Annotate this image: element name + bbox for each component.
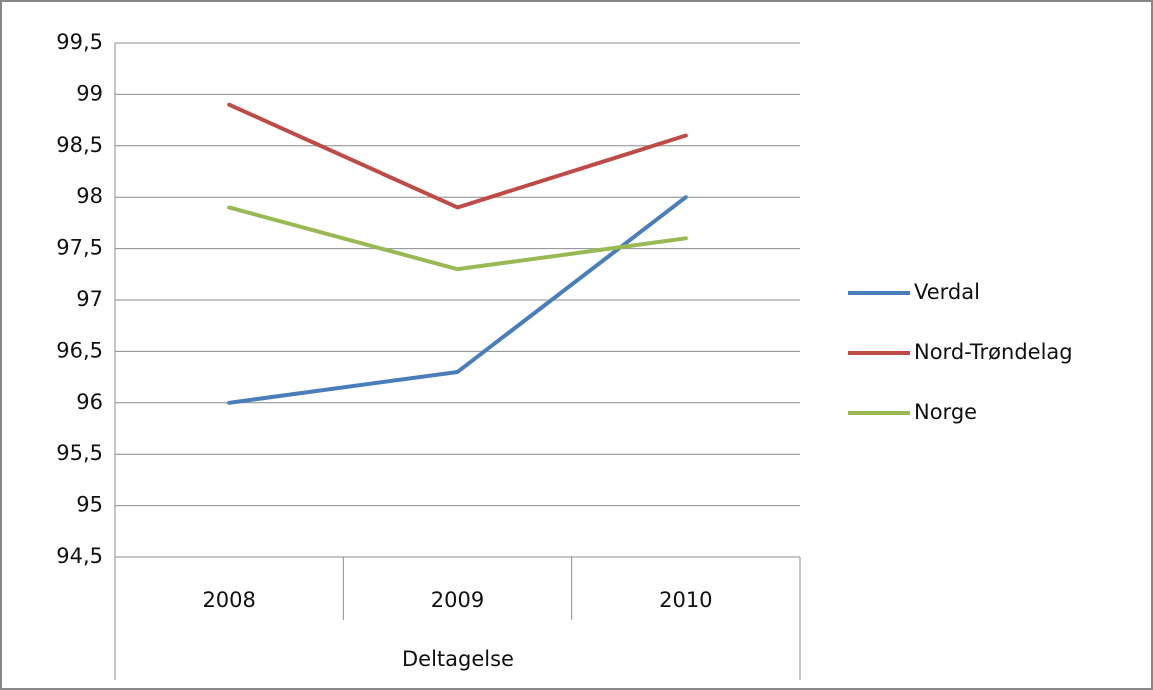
legend-label: Nord-Trøndelag	[914, 340, 1073, 364]
series-line	[227, 102, 688, 210]
y-tick-label: 96	[76, 390, 103, 414]
y-tick-label: 97	[76, 287, 103, 311]
series-line	[227, 205, 688, 272]
x-group-label: Deltagelse	[402, 647, 514, 671]
y-tick-label: 95,5	[56, 441, 103, 465]
series-line	[227, 195, 688, 405]
y-tick-label: 98,5	[56, 133, 103, 157]
x-tick-label: 2010	[659, 588, 712, 612]
y-tick-label: 96,5	[56, 338, 103, 362]
legend-label: Verdal	[914, 280, 980, 304]
y-tick-label: 98	[76, 184, 103, 208]
y-tick-label: 97,5	[56, 236, 103, 260]
y-tick-label: 94,5	[56, 544, 103, 568]
x-tick-label: 2009	[431, 588, 484, 612]
x-tick-label: 2008	[202, 588, 255, 612]
y-tick-label: 99,5	[56, 30, 103, 54]
y-tick-label: 95	[76, 493, 103, 517]
y-tick-label: 99	[76, 81, 103, 105]
legend-label: Norge	[914, 400, 977, 424]
